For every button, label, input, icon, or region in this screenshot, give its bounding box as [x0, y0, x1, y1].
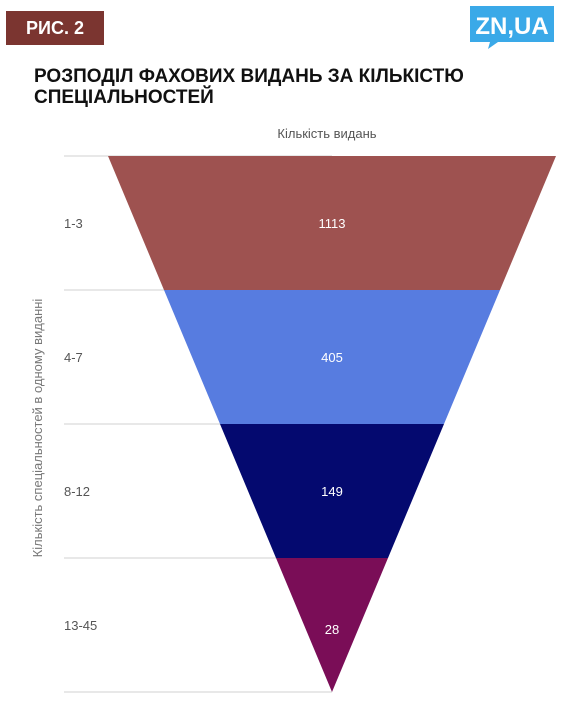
y-axis-label: Кількість спеціальностей в одному виданн… [30, 299, 45, 558]
value-label: 28 [325, 622, 339, 637]
category-label: 8-12 [64, 484, 90, 499]
value-label: 149 [321, 484, 343, 499]
funnel-segment [276, 558, 388, 692]
category-label: 4-7 [64, 350, 83, 365]
value-label: 1113 [319, 216, 346, 231]
zn-ua-logo: ZN,UA [470, 6, 554, 49]
chart-title: РОЗПОДІЛ ФАХОВИХ ВИДАНЬ ЗА КІЛЬКІСТЮ СПЕ… [34, 66, 464, 108]
logo-text: ZN,UA [475, 13, 548, 40]
category-label: 1-3 [64, 216, 83, 231]
figure-badge: РИС. 2 [6, 11, 104, 45]
funnel-segments [108, 156, 556, 692]
category-label: 13-45 [64, 618, 97, 633]
funnel-segment [164, 290, 500, 424]
logo-shape [470, 6, 554, 49]
x-axis-label: Кількість видань [277, 126, 376, 141]
category-labels: 1-3 4-7 8-12 13-45 [64, 216, 97, 633]
value-labels: 1113 405 149 28 [319, 216, 346, 637]
funnel-segment [220, 424, 444, 558]
funnel-segment [108, 156, 556, 290]
value-label: 405 [321, 350, 343, 365]
